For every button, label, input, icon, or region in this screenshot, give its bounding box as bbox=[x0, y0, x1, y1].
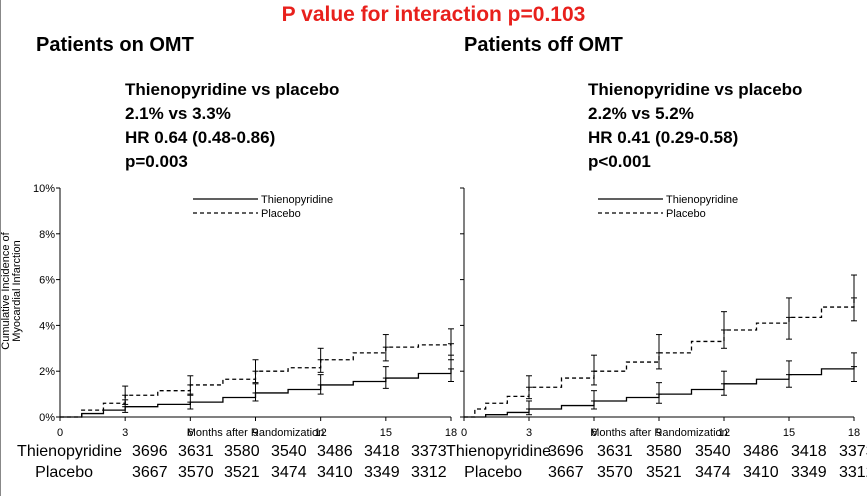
risk-count: 3521 bbox=[224, 464, 260, 481]
risk-count: 3418 bbox=[364, 443, 400, 460]
risk-count: 3486 bbox=[743, 443, 779, 460]
x-tick-label: 3 bbox=[526, 427, 532, 439]
x-tick-label: 0 bbox=[57, 427, 63, 439]
risk-count: 3349 bbox=[364, 464, 400, 481]
y-tick-label: 6% bbox=[39, 275, 55, 287]
legend-label: Placebo bbox=[261, 208, 301, 220]
x-tick-label: 6 bbox=[591, 427, 597, 439]
stats-line: HR 0.64 (0.48-0.86) bbox=[125, 128, 276, 147]
risk-count: 3410 bbox=[743, 464, 779, 481]
stats-line: Thienopyridine vs placebo bbox=[588, 80, 803, 99]
risk-count: 3580 bbox=[224, 443, 260, 460]
risk-count: 3696 bbox=[132, 443, 168, 460]
risk-row-label: Placebo bbox=[35, 464, 93, 481]
stats-line: 2.2% vs 5.2% bbox=[588, 104, 694, 123]
y-tick-label: 0% bbox=[39, 412, 55, 424]
risk-row-label: Thienopyridine bbox=[446, 443, 551, 460]
legend-label: Placebo bbox=[666, 208, 706, 220]
risk-count: 3474 bbox=[271, 464, 307, 481]
y-axis-label: Cumulative Incidence of bbox=[0, 231, 12, 349]
stats-line: p=0.003 bbox=[125, 152, 188, 171]
risk-count: 3667 bbox=[132, 464, 168, 481]
x-tick-label: 15 bbox=[783, 427, 795, 439]
risk-count: 3312 bbox=[411, 464, 447, 481]
risk-count: 3540 bbox=[695, 443, 731, 460]
risk-count: 3540 bbox=[271, 443, 307, 460]
risk-count: 3373 bbox=[411, 443, 447, 460]
risk-count: 3418 bbox=[791, 443, 827, 460]
y-tick-label: 4% bbox=[39, 320, 55, 332]
x-axis-label: Months after Randomization bbox=[187, 427, 325, 439]
x-tick-label: 3 bbox=[122, 427, 128, 439]
x-axis-label: Months after Randomization bbox=[590, 427, 728, 439]
risk-row-label: Placebo bbox=[464, 464, 522, 481]
panel-title-on-omt: Patients on OMT bbox=[36, 34, 194, 56]
legend-label: Thienopyridine bbox=[666, 194, 738, 206]
x-tick-label: 12 bbox=[315, 427, 327, 439]
risk-count: 3410 bbox=[317, 464, 353, 481]
interaction-p-value-title: P value for interaction p=0.103 bbox=[281, 3, 586, 26]
x-tick-label: 18 bbox=[848, 427, 860, 439]
panel-title-off-omt: Patients off OMT bbox=[464, 34, 623, 56]
left-border bbox=[0, 0, 1, 496]
x-tick-label: 0 bbox=[461, 427, 467, 439]
risk-count: 3631 bbox=[597, 443, 633, 460]
stats-box-off-omt: Thienopyridine vs placebo 2.2% vs 5.2% H… bbox=[588, 78, 802, 174]
stats-line: Thienopyridine vs placebo bbox=[125, 80, 340, 99]
stats-box-on-omt: Thienopyridine vs placebo 2.1% vs 3.3% H… bbox=[125, 78, 339, 174]
risk-count: 3570 bbox=[178, 464, 214, 481]
risk-count: 3580 bbox=[646, 443, 682, 460]
stats-line: 2.1% vs 3.3% bbox=[125, 104, 231, 123]
risk-count: 3667 bbox=[548, 464, 584, 481]
risk-count: 3521 bbox=[646, 464, 682, 481]
y-tick-label: 8% bbox=[39, 229, 55, 241]
risk-count: 3474 bbox=[695, 464, 731, 481]
x-tick-label: 6 bbox=[187, 427, 193, 439]
risk-count: 3312 bbox=[839, 464, 867, 481]
risk-count: 3570 bbox=[597, 464, 633, 481]
x-tick-label: 12 bbox=[718, 427, 730, 439]
x-tick-label: 15 bbox=[380, 427, 392, 439]
x-tick-label: 18 bbox=[445, 427, 457, 439]
legend-label: Thienopyridine bbox=[261, 194, 333, 206]
y-axis-label: Myocardial Infarction bbox=[11, 240, 23, 342]
y-tick-label: 2% bbox=[39, 366, 55, 378]
risk-count: 3486 bbox=[317, 443, 353, 460]
risk-count: 3349 bbox=[791, 464, 827, 481]
risk-count: 3373 bbox=[839, 443, 867, 460]
x-tick-label: 9 bbox=[656, 427, 662, 439]
stats-line: HR 0.41 (0.29-0.58) bbox=[588, 128, 739, 147]
risk-count: 3631 bbox=[178, 443, 214, 460]
risk-row-label: Thienopyridine bbox=[17, 443, 122, 460]
risk-count: 3696 bbox=[548, 443, 584, 460]
stats-line: p<0.001 bbox=[588, 152, 651, 171]
y-tick-label: 10% bbox=[33, 183, 55, 195]
x-tick-label: 9 bbox=[252, 427, 258, 439]
